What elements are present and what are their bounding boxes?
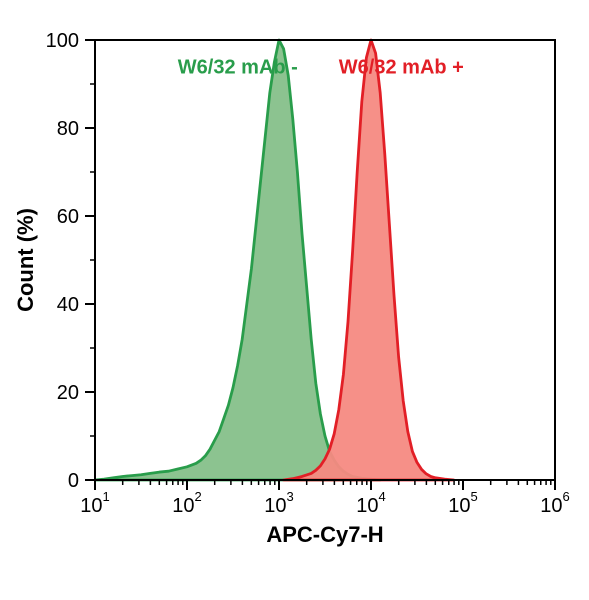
flow-cytometry-histogram: 101102103104105106020406080100APC-Cy7-HC… [0,0,589,600]
y-tick-label: 40 [57,294,79,316]
chart-svg: 101102103104105106020406080100APC-Cy7-HC… [0,0,589,600]
y-axis-label: Count (%) [13,208,38,312]
y-tick-label: 0 [68,470,79,492]
x-axis-label: APC-Cy7-H [266,522,383,547]
y-tick-label: 100 [46,30,79,52]
legend-item-0: W6/32 mAb - [178,57,298,79]
legend-item-1: W6/32 mAb + [339,57,464,79]
y-tick-label: 80 [57,118,79,140]
y-tick-label: 60 [57,206,79,228]
y-tick-label: 20 [57,382,79,404]
